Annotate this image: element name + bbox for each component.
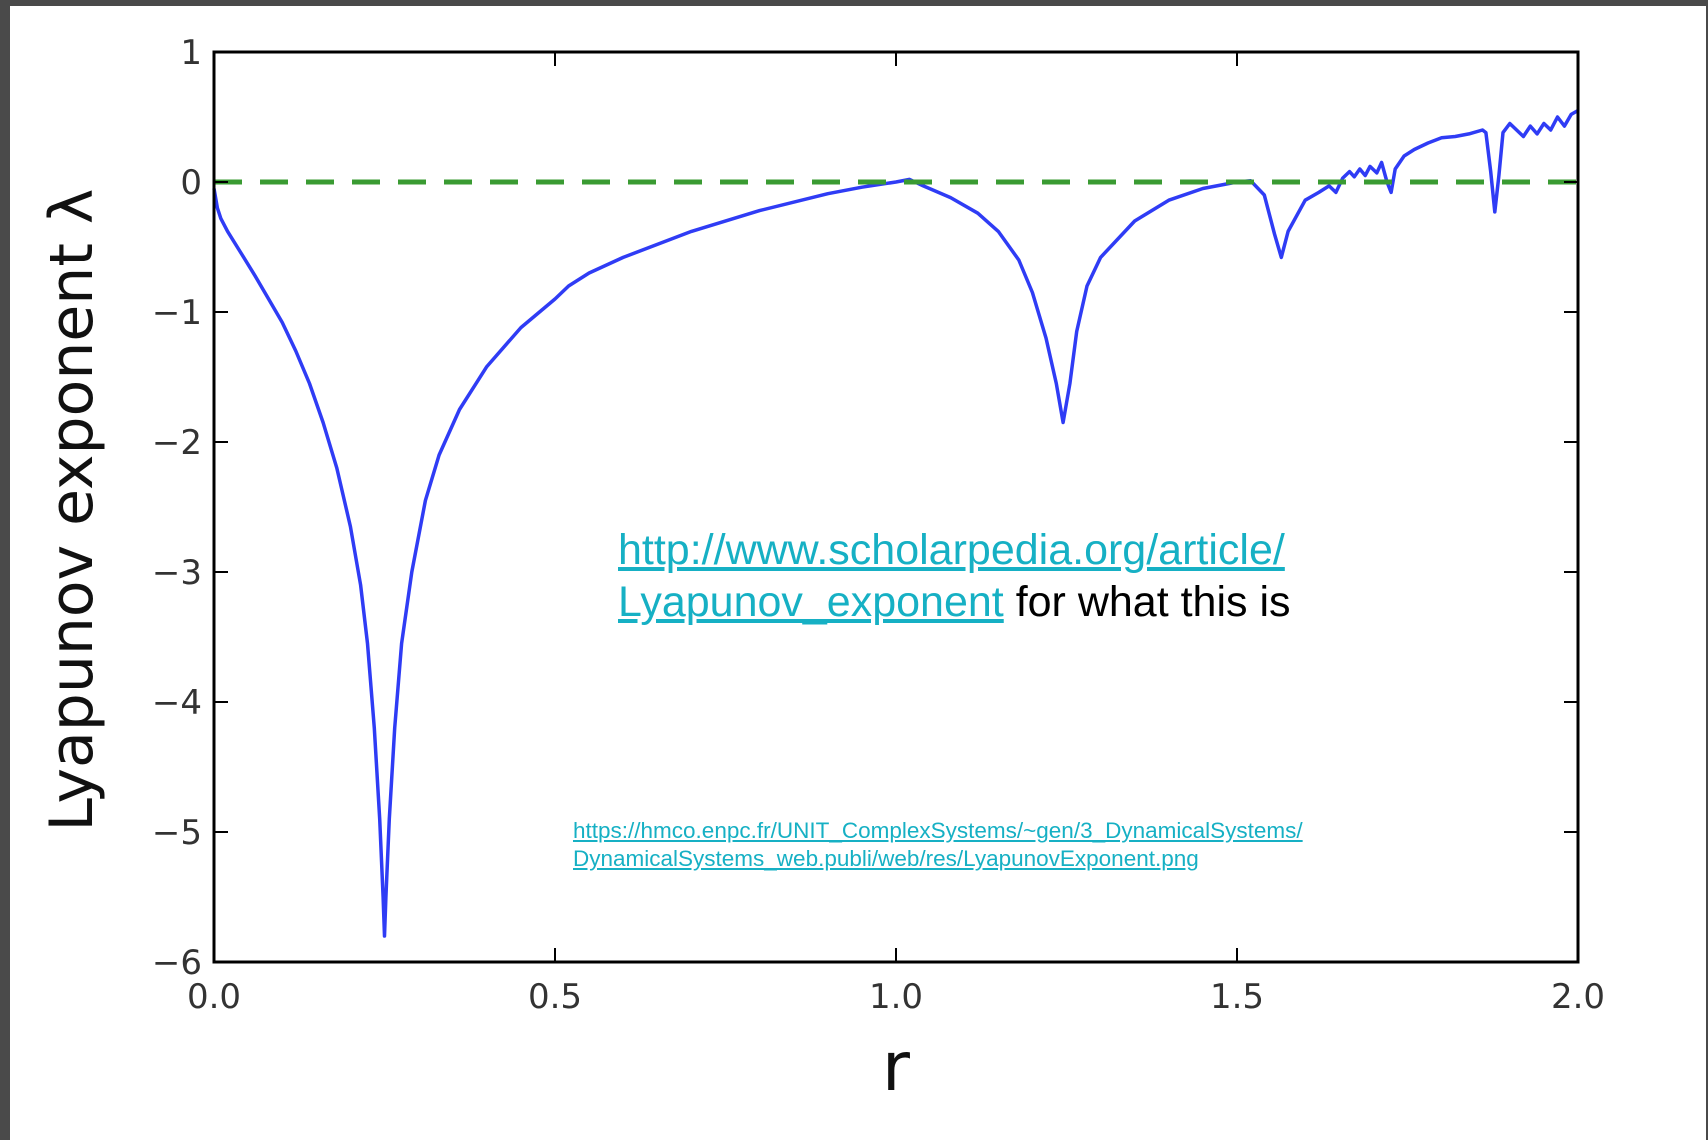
source-link[interactable]: https://hmco.enpc.fr/UNIT_ComplexSystems… bbox=[573, 818, 1303, 871]
y-tick-label: −2 bbox=[152, 423, 202, 463]
chart-marks bbox=[212, 108, 1579, 938]
y-tick-label: −5 bbox=[152, 813, 202, 853]
y-tick-label: 1 bbox=[180, 33, 202, 73]
y-tick-label: −1 bbox=[152, 293, 202, 333]
scholarpedia-link-line1: http://www.scholarpedia.org/article/ bbox=[618, 526, 1285, 574]
x-tick-label: 0.0 bbox=[187, 977, 241, 1017]
x-axis-title: r bbox=[882, 1028, 910, 1107]
annotation-suffix: for what this is bbox=[1003, 578, 1291, 626]
y-tick-label: −6 bbox=[152, 943, 202, 983]
scholarpedia-link-line2: Lyapunov_exponent bbox=[618, 578, 1004, 626]
y-tick-label: −3 bbox=[152, 553, 202, 593]
y-tick-label: −4 bbox=[152, 683, 202, 723]
scholarpedia-link[interactable]: http://www.scholarpedia.org/article/Lyap… bbox=[618, 526, 1285, 626]
source-link-line1: https://hmco.enpc.fr/UNIT_ComplexSystems… bbox=[573, 818, 1303, 843]
x-tick-label: 1.0 bbox=[869, 977, 923, 1017]
x-tick-label: 1.5 bbox=[1210, 977, 1264, 1017]
plot-frame bbox=[212, 50, 1580, 964]
annotation-note: http://www.scholarpedia.org/article/Lyap… bbox=[618, 524, 1291, 628]
x-tick-label: 0.5 bbox=[528, 977, 582, 1017]
y-axis-title: Lyapunov exponent λ bbox=[37, 189, 107, 832]
lyapunov-curve bbox=[212, 108, 1579, 938]
source-link-line2: DynamicalSystems_web.publi/web/res/Lyapu… bbox=[573, 846, 1199, 871]
x-tick-label: 2.0 bbox=[1551, 977, 1605, 1017]
y-tick-label: 0 bbox=[180, 163, 202, 203]
image-source: https://hmco.enpc.fr/UNIT_ComplexSystems… bbox=[573, 817, 1303, 873]
plot-area bbox=[214, 52, 1578, 962]
axis-tick-labels: 0.0 0.5 1.0 1.5 2.0 −6 −5 −4 −3 −2 −1 0 1 bbox=[152, 33, 1605, 1017]
